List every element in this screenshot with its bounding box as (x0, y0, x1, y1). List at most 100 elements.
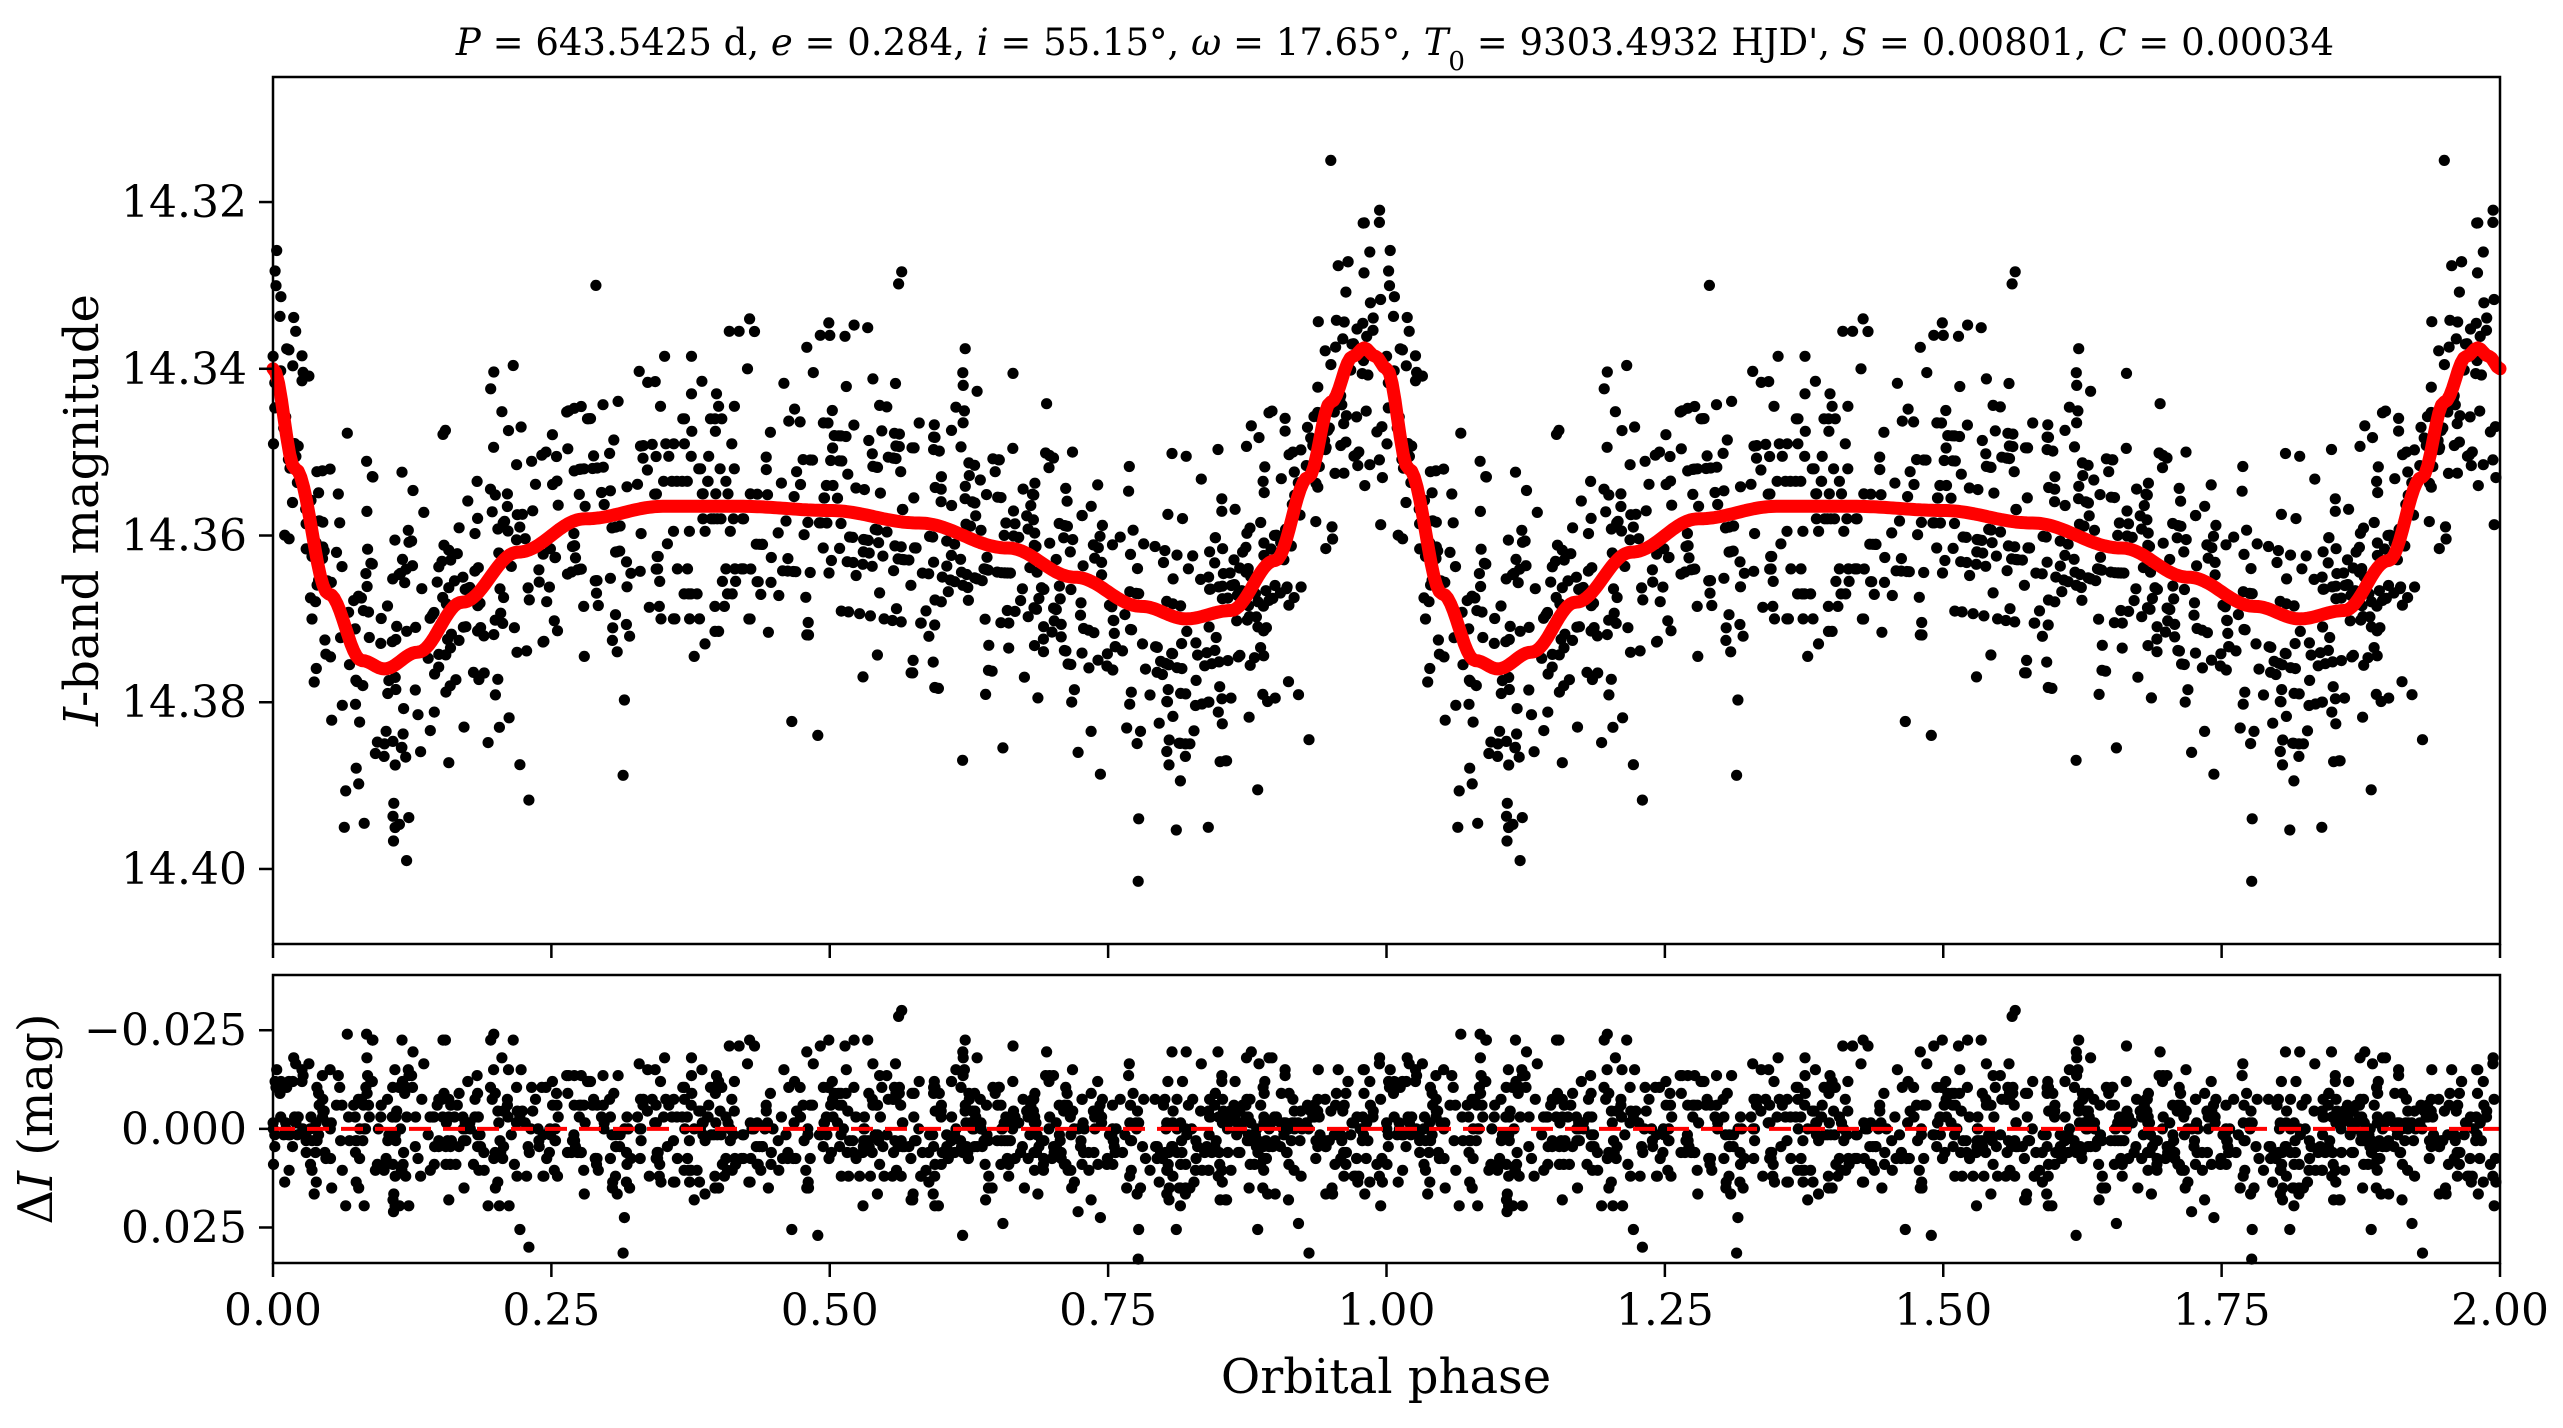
residual-point (1549, 1093, 1562, 1105)
data-point (562, 443, 574, 455)
residual-point (1538, 1164, 1550, 1176)
residual-point (1523, 1141, 1535, 1153)
y-tick-label: 14.36 (121, 511, 247, 562)
data-point (578, 600, 590, 613)
data-point (1176, 513, 1189, 525)
residual-point (303, 1058, 315, 1070)
residual-point (881, 1070, 893, 1082)
residual-point (2456, 1075, 2468, 1088)
residual-point (326, 1182, 338, 1194)
residual-point (2288, 1200, 2300, 1212)
data-point (1127, 524, 1139, 536)
data-point (2376, 594, 2389, 607)
data-point (2288, 775, 2300, 787)
data-point (2357, 711, 2369, 723)
residual-point (604, 1093, 616, 1105)
data-point (1504, 620, 1516, 633)
data-point (1124, 586, 1136, 598)
data-point (1439, 714, 1451, 726)
residual-point (709, 1081, 721, 1093)
data-point (2190, 509, 2202, 522)
data-point (2201, 627, 2213, 639)
residual-point (1600, 1093, 1612, 1105)
residual-point (786, 1223, 798, 1236)
data-point (1310, 516, 1322, 528)
data-point (533, 576, 545, 588)
residual-point (1835, 1164, 1847, 1176)
data-point (1432, 634, 1444, 646)
data-point (1511, 703, 1523, 715)
data-point (1717, 447, 1729, 459)
data-point (1709, 486, 1721, 499)
residual-point (1949, 1170, 1961, 1182)
residual-point (2355, 1135, 2367, 1147)
data-point (1748, 565, 1760, 577)
residual-point (2143, 1117, 2156, 1129)
bottom-x-axis-ticks: 0.00 0.25 0.50 0.75 1.00 1.25 1.50 1.75 2.00 (224, 1263, 2549, 1336)
residual-point (1266, 1052, 1278, 1064)
data-point (1288, 592, 1300, 604)
data-point (1937, 329, 1949, 341)
residual-point (508, 1158, 520, 1170)
residual-point (1725, 1188, 1737, 1200)
residual-point (964, 1117, 977, 1129)
residual-point (1078, 1146, 1090, 1159)
data-point (928, 419, 940, 431)
data-point (1231, 615, 1243, 627)
residual-point (2006, 1010, 2018, 1023)
residual-point (729, 1152, 741, 1165)
residual-point (1838, 1135, 1850, 1147)
data-point (721, 588, 734, 600)
data-point (1204, 583, 1217, 595)
residual-point (2037, 1129, 2049, 1141)
residual-point (1448, 1135, 1460, 1147)
data-point (381, 600, 394, 612)
data-point (2237, 586, 2249, 598)
data-point (1125, 686, 1137, 698)
residual-point (1685, 1146, 1697, 1159)
data-point (1237, 546, 1249, 558)
data-point (2409, 581, 2421, 593)
data-point (963, 457, 975, 469)
data-point (1455, 427, 1467, 439)
residual-point (401, 1111, 413, 1123)
residual-point (658, 1111, 670, 1123)
residual-point (1737, 1182, 1749, 1194)
data-point (1044, 537, 1056, 549)
data-point (1768, 400, 1780, 412)
data-point (2354, 440, 2366, 452)
data-point (401, 855, 413, 867)
data-point (1779, 475, 1791, 487)
data-point (438, 539, 450, 551)
data-point (1400, 496, 1412, 509)
data-point (2180, 446, 2192, 458)
data-point (668, 438, 680, 450)
data-point (2272, 545, 2284, 557)
residual-point (866, 1146, 878, 1159)
data-point (1911, 454, 1923, 466)
data-point (1229, 503, 1241, 515)
data-point (895, 466, 907, 478)
data-point (395, 567, 407, 580)
residual-point (1813, 1135, 1825, 1147)
data-point (563, 405, 575, 417)
data-point (2138, 500, 2150, 512)
data-point (443, 582, 455, 594)
residual-point (2314, 1141, 2326, 1153)
data-point (1891, 377, 1903, 389)
data-point (1485, 736, 1497, 748)
residual-point (527, 1105, 539, 1117)
residual-point (521, 1170, 533, 1182)
residual-point (1717, 1093, 1729, 1105)
data-point (402, 524, 414, 536)
residual-point (2214, 1158, 2226, 1170)
residual-point (2366, 1058, 2379, 1070)
data-point (543, 581, 556, 593)
residual-point (1126, 1135, 1138, 1147)
residual-point (2281, 1105, 2293, 1117)
residual-point (361, 1028, 373, 1040)
residual-point (2356, 1111, 2368, 1123)
data-point (1475, 580, 1487, 593)
data-point (1151, 666, 1163, 678)
residual-point (764, 1087, 777, 1099)
